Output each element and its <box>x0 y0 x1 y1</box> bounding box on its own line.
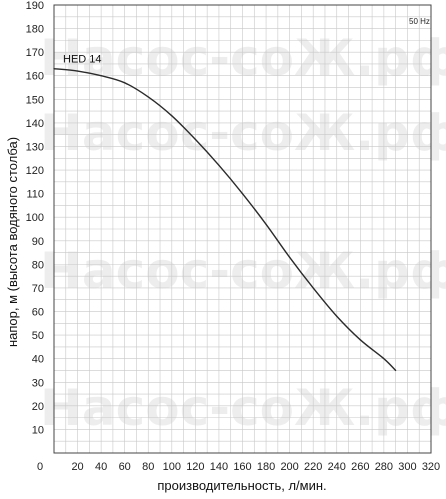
y-tick-label: 80 <box>32 259 44 271</box>
y-axis-ticks: 10 20 30 40 50 60 70 80 90 100 110 120 130 140 150 160 1… <box>26 0 44 436</box>
y-tick-label: 40 <box>32 354 44 366</box>
data-point <box>241 193 244 195</box>
x-tick-label: 320 <box>422 461 440 473</box>
data-point <box>124 82 126 84</box>
y-tick-label: 160 <box>26 71 44 83</box>
data-point <box>265 223 267 225</box>
x-axis-ticks: 20 40 60 80 100 120 140 160 180 200 220 240 260 280 30… <box>71 461 440 473</box>
data-point <box>53 68 55 70</box>
x-tick-label: 240 <box>328 461 346 473</box>
watermark-text: Насос-соЖ.рф <box>40 104 446 162</box>
data-point <box>147 96 149 98</box>
x-tick-label: 200 <box>280 461 298 473</box>
x-tick-label: 20 <box>71 461 83 473</box>
y-tick-label: 10 <box>32 424 44 436</box>
x-tick-label: 60 <box>119 461 131 473</box>
x-tick-label: 180 <box>257 461 275 473</box>
y-tick-label: 70 <box>32 283 44 295</box>
x-tick-label: 120 <box>186 461 204 473</box>
series-layer: HED 14 <box>53 54 397 372</box>
data-point <box>76 70 79 72</box>
data-point <box>171 115 173 117</box>
data-point <box>100 75 102 77</box>
data-point <box>218 164 220 166</box>
y-tick-label: 180 <box>26 24 44 36</box>
data-point <box>395 369 397 372</box>
y-tick-label: 150 <box>26 94 44 106</box>
y-tick-label: 190 <box>26 0 44 12</box>
x-axis-title: производительность, л/мин. <box>157 478 326 493</box>
watermark-text: Насос-соЖ.рф <box>40 242 446 300</box>
x-tick-label: 40 <box>95 461 107 473</box>
y-tick-label: 20 <box>32 401 44 413</box>
x-tick-label: 300 <box>398 461 416 473</box>
frequency-note: 50 Hz <box>409 17 430 26</box>
y-tick-label: 90 <box>32 236 44 248</box>
y-tick-label: 110 <box>26 189 44 201</box>
x-tick-label: 80 <box>142 461 154 473</box>
data-point <box>383 358 385 360</box>
series-label-hed-14: HED 14 <box>63 54 102 66</box>
y-tick-label: 120 <box>26 165 44 177</box>
y-tick-label: 100 <box>26 212 44 224</box>
y-tick-label: 50 <box>32 330 44 342</box>
y-tick-label: 130 <box>26 141 44 153</box>
y-tick-label: 140 <box>26 118 44 130</box>
data-point <box>312 287 314 289</box>
y-tick-label: 170 <box>26 47 44 59</box>
x-tick-label: 280 <box>375 461 393 473</box>
watermark-text: Насос-соЖ.рф <box>40 379 446 437</box>
data-point <box>289 256 291 258</box>
y-tick-label: 30 <box>32 377 44 389</box>
x-tick-label: 140 <box>210 461 228 473</box>
data-point <box>194 138 196 140</box>
data-point <box>336 315 338 317</box>
series-line-hed-14 <box>53 67 397 371</box>
x-tick-label: 100 <box>163 461 181 473</box>
y-tick-label: 60 <box>32 307 44 319</box>
y-zero-label: 0 <box>37 461 43 473</box>
y-axis-title: напор, м (высота водяного столба) <box>5 137 20 347</box>
data-point <box>359 339 361 341</box>
x-tick-label: 220 <box>304 461 322 473</box>
x-tick-label: 160 <box>233 461 251 473</box>
plot-frame <box>53 4 432 454</box>
x-tick-label: 260 <box>351 461 369 473</box>
